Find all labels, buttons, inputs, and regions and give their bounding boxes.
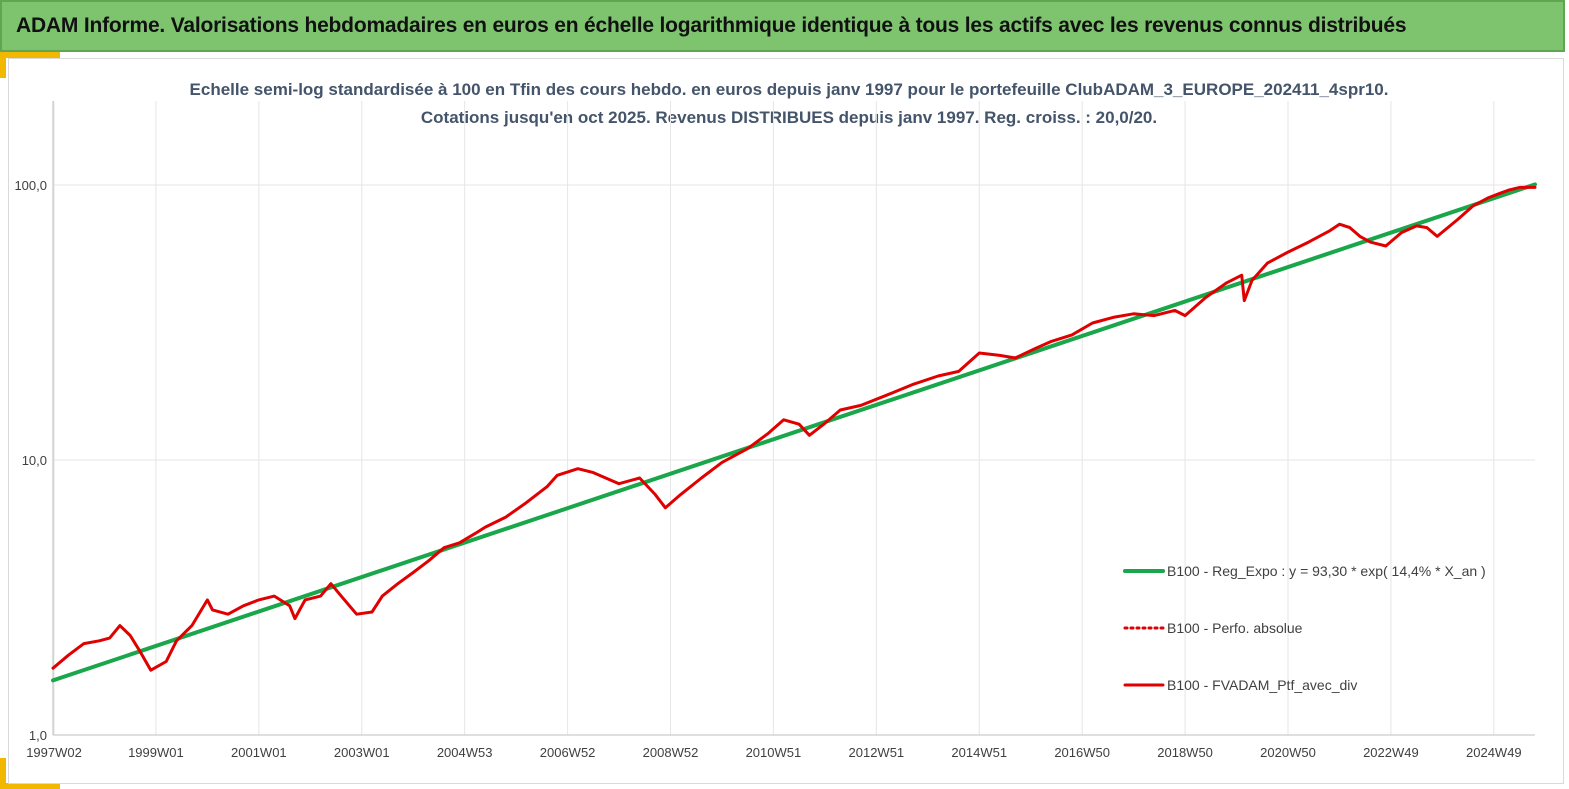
y-tick-label: 10,0	[22, 453, 47, 468]
chart-frame: Echelle semi-log standardisée à 100 en T…	[8, 58, 1564, 784]
x-tick-label: 2012W51	[849, 745, 905, 760]
accent-bar-top	[0, 52, 60, 58]
chart-subtitle: Cotations jusqu'en oct 2025. Revenus DIS…	[421, 108, 1157, 127]
x-tick-label: 2008W52	[643, 745, 699, 760]
header-banner: ADAM Informe. Valorisations hebdomadaire…	[0, 0, 1565, 52]
x-tick-label: 2003W01	[334, 745, 390, 760]
y-tick-label: 1,0	[29, 728, 47, 743]
x-tick-label: 2022W49	[1363, 745, 1419, 760]
accent-bar-left-bottom	[0, 758, 6, 788]
series-layer	[51, 182, 1537, 683]
x-tick-label: 2020W50	[1260, 745, 1316, 760]
chart-title: Echelle semi-log standardisée à 100 en T…	[190, 80, 1389, 99]
x-tick-label: 2024W49	[1466, 745, 1522, 760]
accent-bar-left-top	[0, 52, 6, 78]
x-tick-label: 1997W02	[26, 745, 82, 760]
legend-label: B100 - Perfo. absolue	[1167, 620, 1303, 636]
x-tick-label: 2018W50	[1157, 745, 1213, 760]
x-tick-label: 2010W51	[746, 745, 802, 760]
banner-title: ADAM Informe. Valorisations hebdomadaire…	[16, 14, 1407, 37]
grid-layer	[53, 101, 1535, 736]
axis-layer: 1,0 10,0 100,0 1997W02 1999W01 2001W01 2003W01…	[14, 101, 1535, 760]
x-tick-label: 2004W53	[437, 745, 493, 760]
portfolio-line	[51, 185, 1537, 672]
x-tick-label: 2006W52	[540, 745, 596, 760]
accent-bar-bottom	[0, 783, 60, 789]
legend-label: B100 - Reg_Expo : y = 93,30 * exp( 14,4%…	[1167, 563, 1486, 579]
legend: B100 - Reg_Expo : y = 93,30 * exp( 14,4%…	[1123, 563, 1486, 693]
chart-svg: Echelle semi-log standardisée à 100 en T…	[14, 80, 1537, 760]
x-tick-label: 2001W01	[231, 745, 287, 760]
x-tick-label: 2014W51	[951, 745, 1007, 760]
y-tick-label: 100,0	[14, 178, 47, 193]
x-tick-label: 2016W50	[1054, 745, 1110, 760]
regression-line	[51, 182, 1537, 683]
legend-label: B100 - FVADAM_Ptf_avec_div	[1167, 677, 1357, 693]
x-tick-label: 1999W01	[128, 745, 184, 760]
